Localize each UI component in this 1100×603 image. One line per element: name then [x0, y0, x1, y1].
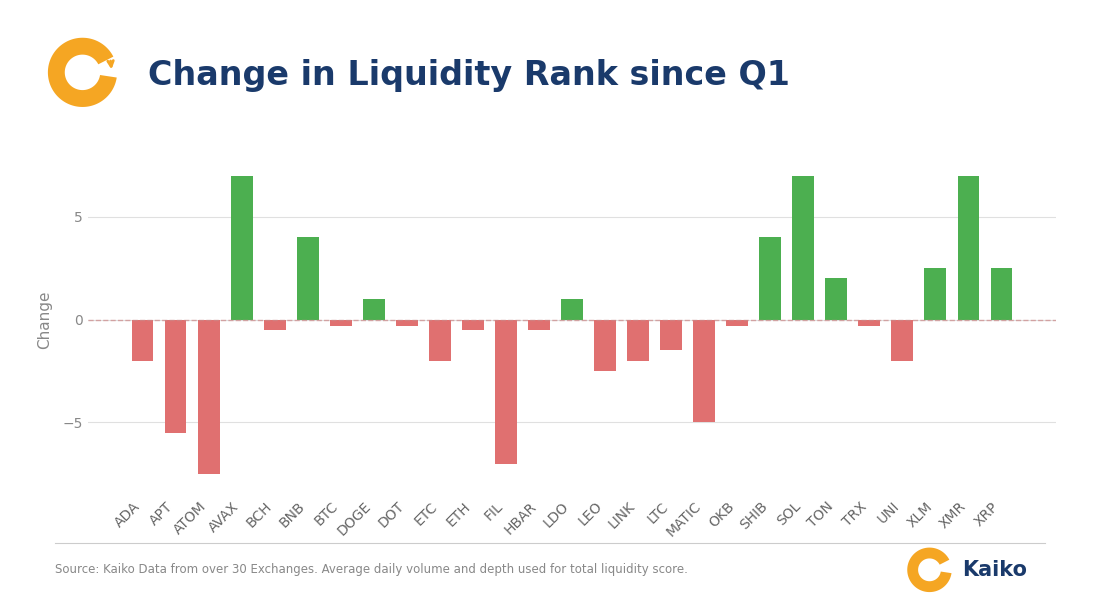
- Bar: [759, 238, 781, 320]
- Bar: [891, 320, 913, 361]
- Polygon shape: [48, 38, 117, 107]
- Bar: [297, 238, 319, 320]
- Bar: [462, 320, 484, 330]
- Bar: [132, 320, 154, 361]
- Bar: [363, 299, 385, 320]
- Bar: [528, 320, 550, 330]
- Bar: [792, 175, 814, 320]
- Bar: [396, 320, 418, 326]
- Bar: [495, 320, 517, 464]
- Bar: [924, 268, 946, 320]
- Bar: [990, 268, 1012, 320]
- Bar: [561, 299, 583, 320]
- Bar: [264, 320, 286, 330]
- Bar: [660, 320, 682, 350]
- Bar: [594, 320, 616, 371]
- Bar: [330, 320, 352, 326]
- Bar: [825, 279, 847, 320]
- Bar: [198, 320, 220, 474]
- Text: Kaiko: Kaiko: [962, 560, 1027, 580]
- Bar: [726, 320, 748, 326]
- Bar: [429, 320, 451, 361]
- Bar: [858, 320, 880, 326]
- Text: Change in Liquidity Rank since Q1: Change in Liquidity Rank since Q1: [148, 59, 791, 92]
- Text: Source: Kaiko Data from over 30 Exchanges. Average daily volume and depth used f: Source: Kaiko Data from over 30 Exchange…: [55, 563, 688, 576]
- Bar: [957, 175, 979, 320]
- Bar: [165, 320, 187, 433]
- Bar: [627, 320, 649, 361]
- Polygon shape: [908, 548, 952, 592]
- Y-axis label: Change: Change: [36, 290, 52, 349]
- Bar: [693, 320, 715, 423]
- Bar: [231, 175, 253, 320]
